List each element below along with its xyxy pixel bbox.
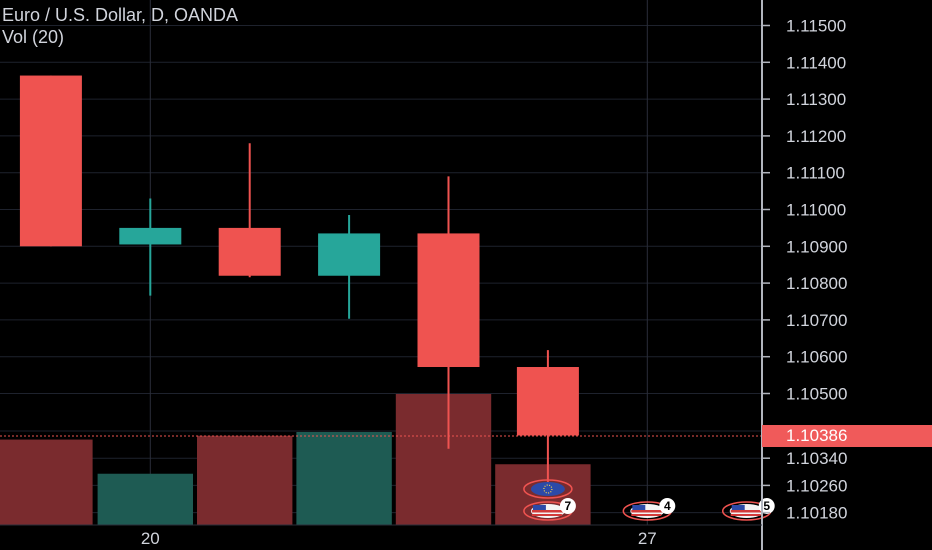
event-count-label: 4: [664, 499, 671, 513]
price-tick-label: 1.11100: [786, 164, 845, 183]
candle-body[interactable]: [318, 233, 381, 276]
volume-bar: [0, 439, 93, 525]
us-flag-stripe: [730, 514, 761, 516]
candle-body[interactable]: [516, 367, 579, 436]
price-tick-label: 1.10180: [786, 504, 847, 523]
us-flag-stripe: [531, 514, 562, 516]
us-flag-stripe: [531, 510, 564, 513]
volume-bar: [197, 435, 293, 525]
price-tick-label: 1.10600: [786, 348, 847, 367]
price-tick-label: 1.11500: [786, 17, 846, 36]
price-tick-label: 1.11300: [786, 90, 846, 109]
event-count-badge[interactable]: [659, 498, 676, 514]
price-tick-label: 1.10340: [786, 449, 847, 468]
event-count-label: 5: [763, 499, 770, 513]
time-tick-label: 27: [638, 529, 657, 548]
event-count-label: 7: [565, 499, 572, 513]
candle-body[interactable]: [19, 75, 82, 247]
price-tick-label: 1.10260: [786, 476, 847, 495]
candle-body[interactable]: [218, 227, 281, 276]
last-price-label: 1.10386: [762, 425, 932, 447]
us-flag-stripe: [631, 510, 664, 513]
price-tick-label: 1.10900: [786, 237, 847, 256]
volume-indicator-label[interactable]: Vol (20): [2, 27, 65, 47]
us-flag-stripe: [730, 510, 763, 513]
candle-body[interactable]: [119, 227, 182, 245]
eu-flag-icon[interactable]: [530, 482, 565, 496]
price-tick-label: 1.11000: [786, 201, 846, 220]
price-tick-label: 1.11200: [786, 127, 846, 146]
price-tick-label: 1.10500: [786, 385, 847, 404]
price-tick-label: 1.11400: [786, 53, 846, 72]
us-flag-canton: [731, 505, 745, 510]
chart-legend: Euro / U.S. Dollar, D, OANDA Vol (20): [2, 4, 238, 48]
us-flag-canton: [532, 505, 546, 510]
event-count-badge[interactable]: [559, 498, 576, 514]
us-flag-canton: [632, 505, 646, 510]
volume-bar: [395, 394, 492, 525]
candle-body[interactable]: [417, 233, 480, 368]
symbol-title[interactable]: Euro / U.S. Dollar, D, OANDA: [2, 5, 239, 25]
price-tick-label: 1.10800: [786, 274, 847, 293]
volume-bar: [296, 431, 392, 525]
us-flag-stripe: [631, 514, 662, 516]
price-tick-label: 1.10700: [786, 311, 847, 330]
eu-stars: [543, 484, 553, 494]
volume-bar: [97, 473, 193, 525]
event-marker-ring[interactable]: [523, 479, 573, 499]
time-tick-label: 20: [141, 529, 160, 548]
